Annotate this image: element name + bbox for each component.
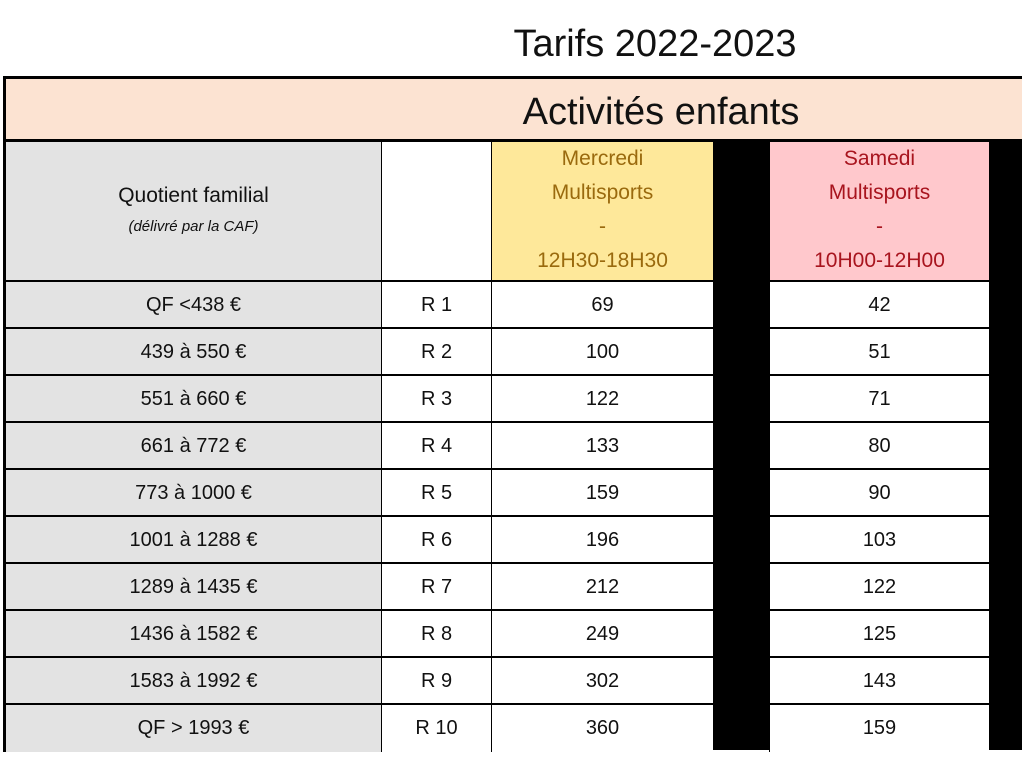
qf-cell: 551 à 660 € bbox=[3, 376, 381, 421]
samedi-price-cell: 122 bbox=[769, 564, 989, 609]
table-row: 1583 à 1992 € R 9 302 143 bbox=[3, 658, 989, 705]
table-row: 1436 à 1582 € R 8 249 125 bbox=[3, 611, 989, 658]
header-qf-label: Quotient familial bbox=[118, 184, 269, 207]
qf-cell: 661 à 772 € bbox=[3, 423, 381, 468]
samedi-price-cell: 90 bbox=[769, 470, 989, 515]
header-samedi: Samedi Multisports - 10H00-12H00 bbox=[769, 142, 989, 282]
mercredi-price-cell: 249 bbox=[491, 611, 713, 656]
samedi-price-cell: 71 bbox=[769, 376, 989, 421]
page-title: Tarifs 2022-2023 bbox=[513, 23, 797, 65]
r-cell: R 5 bbox=[381, 470, 491, 515]
qf-cell: 1001 à 1288 € bbox=[3, 517, 381, 562]
table-row: 551 à 660 € R 3 122 71 bbox=[3, 376, 989, 423]
qf-cell: 1583 à 1992 € bbox=[3, 658, 381, 703]
r-cell: R 2 bbox=[381, 329, 491, 374]
table-row: 1289 à 1435 € R 7 212 122 bbox=[3, 564, 989, 611]
mercredi-price-cell: 196 bbox=[491, 517, 713, 562]
samedi-price-cell: 143 bbox=[769, 658, 989, 703]
r-cell: R 10 bbox=[381, 705, 491, 752]
table-row: 439 à 550 € R 2 100 51 bbox=[3, 329, 989, 376]
mercredi-price-cell: 100 bbox=[491, 329, 713, 374]
header-r-column bbox=[381, 142, 491, 282]
table-row: QF > 1993 € R 10 360 159 bbox=[3, 705, 989, 752]
mercredi-price-cell: 302 bbox=[491, 658, 713, 703]
header-mercredi-hours: 12H30-18H30 bbox=[537, 249, 668, 272]
mercredi-price-cell: 133 bbox=[491, 423, 713, 468]
header-samedi-activity: Multisports bbox=[828, 181, 931, 204]
header-samedi-hours: 10H00-12H00 bbox=[814, 249, 945, 272]
table-row: 773 à 1000 € R 5 159 90 bbox=[3, 470, 989, 517]
r-cell: R 3 bbox=[381, 376, 491, 421]
mercredi-price-cell: 360 bbox=[491, 705, 713, 752]
r-cell: R 4 bbox=[381, 423, 491, 468]
header-quotient-familial: Quotient familial (délivré par la CAF) bbox=[3, 142, 381, 282]
samedi-price-cell: 51 bbox=[769, 329, 989, 374]
table-row: 661 à 772 € R 4 133 80 bbox=[3, 423, 989, 470]
mercredi-price-cell: 122 bbox=[491, 376, 713, 421]
qf-cell: QF <438 € bbox=[3, 282, 381, 327]
mercredi-price-cell: 159 bbox=[491, 470, 713, 515]
qf-cell: 439 à 550 € bbox=[3, 329, 381, 374]
table-row: 1001 à 1288 € R 6 196 103 bbox=[3, 517, 989, 564]
samedi-price-cell: 42 bbox=[769, 282, 989, 327]
header-mercredi: Mercredi Multisports - 12H30-18H30 bbox=[491, 142, 713, 282]
banner-title: Activités enfants bbox=[522, 91, 800, 133]
header-samedi-dash: - bbox=[876, 215, 883, 238]
qf-cell: QF > 1993 € bbox=[3, 705, 381, 752]
header-samedi-day: Samedi bbox=[843, 147, 916, 170]
samedi-price-cell: 159 bbox=[769, 705, 989, 752]
r-cell: R 9 bbox=[381, 658, 491, 703]
r-cell: R 6 bbox=[381, 517, 491, 562]
samedi-price-cell: 80 bbox=[769, 423, 989, 468]
qf-cell: 773 à 1000 € bbox=[3, 470, 381, 515]
r-cell: R 7 bbox=[381, 564, 491, 609]
header-mercredi-dash: - bbox=[599, 215, 606, 238]
qf-cell: 1289 à 1435 € bbox=[3, 564, 381, 609]
r-cell: R 1 bbox=[381, 282, 491, 327]
samedi-price-cell: 125 bbox=[769, 611, 989, 656]
header-qf-note: (délivré par la CAF) bbox=[128, 218, 259, 235]
separator-bar-right bbox=[989, 142, 1022, 750]
table-row: QF <438 € R 1 69 42 bbox=[3, 282, 989, 329]
mercredi-price-cell: 69 bbox=[491, 282, 713, 327]
mercredi-price-cell: 212 bbox=[491, 564, 713, 609]
qf-cell: 1436 à 1582 € bbox=[3, 611, 381, 656]
samedi-price-cell: 103 bbox=[769, 517, 989, 562]
separator-bar bbox=[713, 142, 769, 750]
r-cell: R 8 bbox=[381, 611, 491, 656]
header-mercredi-day: Mercredi bbox=[561, 147, 644, 170]
banner: Activités enfants bbox=[3, 76, 1022, 142]
tariff-table: Activités enfants Quotient familial (dél… bbox=[3, 76, 1022, 752]
header-mercredi-activity: Multisports bbox=[551, 181, 654, 204]
